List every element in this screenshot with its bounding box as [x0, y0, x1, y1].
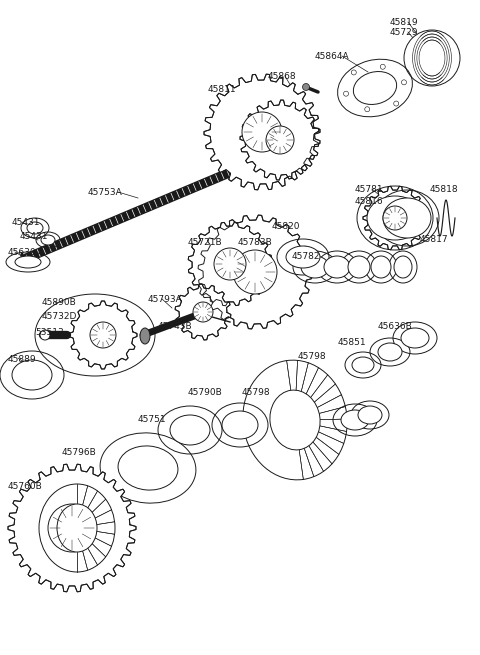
Ellipse shape — [301, 256, 329, 278]
Text: 45783B: 45783B — [238, 238, 273, 247]
Circle shape — [40, 330, 50, 340]
Ellipse shape — [12, 360, 52, 390]
Ellipse shape — [353, 71, 396, 104]
Ellipse shape — [352, 357, 374, 373]
Ellipse shape — [378, 343, 402, 361]
Polygon shape — [69, 301, 137, 369]
Polygon shape — [198, 215, 312, 329]
Ellipse shape — [243, 360, 347, 480]
Circle shape — [266, 126, 294, 154]
Text: 45431: 45431 — [20, 232, 48, 241]
Text: 45732D: 45732D — [42, 312, 77, 321]
Text: 45753A: 45753A — [88, 188, 123, 197]
Text: 45811: 45811 — [208, 85, 237, 94]
Ellipse shape — [341, 410, 369, 430]
Text: 53513: 53513 — [35, 328, 64, 337]
Text: 45793A: 45793A — [148, 295, 183, 304]
Ellipse shape — [140, 328, 150, 344]
Text: 45798: 45798 — [242, 388, 271, 397]
Text: 45630: 45630 — [8, 248, 36, 257]
Circle shape — [48, 504, 96, 552]
Ellipse shape — [41, 235, 55, 245]
Text: 45721B: 45721B — [188, 238, 223, 247]
Circle shape — [90, 322, 116, 348]
Text: 45819: 45819 — [390, 18, 419, 27]
Circle shape — [383, 206, 407, 230]
Text: 45890B: 45890B — [42, 298, 77, 307]
Ellipse shape — [348, 256, 370, 278]
Text: 45868: 45868 — [268, 72, 297, 81]
Text: 45818: 45818 — [430, 185, 458, 194]
Circle shape — [351, 70, 356, 75]
Ellipse shape — [383, 198, 431, 238]
Circle shape — [365, 107, 370, 112]
Ellipse shape — [170, 415, 210, 445]
Ellipse shape — [15, 256, 41, 268]
Ellipse shape — [367, 196, 423, 240]
Polygon shape — [240, 100, 320, 180]
Circle shape — [214, 248, 246, 280]
Text: 45889: 45889 — [8, 355, 36, 364]
Polygon shape — [363, 186, 427, 250]
Polygon shape — [175, 284, 231, 340]
Text: 45796B: 45796B — [62, 448, 97, 457]
Polygon shape — [204, 74, 320, 190]
Text: 45817: 45817 — [420, 235, 449, 244]
Polygon shape — [188, 222, 272, 306]
Text: 45864A: 45864A — [315, 52, 349, 61]
Text: 45782: 45782 — [292, 252, 321, 261]
Circle shape — [394, 101, 399, 106]
Text: 45636B: 45636B — [378, 322, 413, 331]
Text: 45431: 45431 — [12, 218, 40, 227]
Circle shape — [242, 112, 282, 152]
Text: 45820: 45820 — [272, 222, 300, 231]
Ellipse shape — [404, 30, 460, 86]
Circle shape — [380, 64, 385, 69]
Circle shape — [302, 83, 310, 90]
Text: 45760B: 45760B — [8, 482, 43, 491]
Ellipse shape — [39, 484, 115, 572]
Ellipse shape — [286, 246, 320, 268]
Circle shape — [344, 91, 348, 96]
Text: 45743B: 45743B — [158, 322, 192, 331]
Circle shape — [401, 80, 407, 84]
Ellipse shape — [57, 504, 97, 552]
Ellipse shape — [27, 222, 43, 234]
Text: 45790B: 45790B — [188, 388, 223, 397]
Text: 45816: 45816 — [355, 197, 384, 206]
Polygon shape — [8, 464, 136, 591]
Text: 45798: 45798 — [298, 352, 326, 361]
Ellipse shape — [401, 328, 429, 348]
Ellipse shape — [118, 446, 178, 490]
Ellipse shape — [324, 256, 350, 278]
Ellipse shape — [35, 294, 155, 376]
Text: 45751: 45751 — [138, 415, 167, 424]
Ellipse shape — [270, 390, 320, 450]
Circle shape — [233, 250, 277, 294]
Ellipse shape — [371, 256, 391, 278]
Text: 45851: 45851 — [338, 338, 367, 347]
Circle shape — [193, 302, 213, 322]
Ellipse shape — [394, 256, 412, 278]
Text: 45729: 45729 — [390, 28, 419, 37]
Ellipse shape — [358, 406, 382, 424]
Text: 45781: 45781 — [355, 185, 384, 194]
Ellipse shape — [222, 411, 258, 439]
